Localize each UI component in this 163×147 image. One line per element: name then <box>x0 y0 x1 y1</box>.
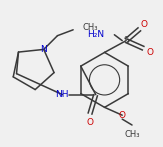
Text: S: S <box>123 36 129 45</box>
Text: O: O <box>119 111 126 120</box>
Text: CH₃: CH₃ <box>83 23 98 32</box>
Text: N: N <box>40 45 47 54</box>
Text: CH₃: CH₃ <box>124 130 140 139</box>
Text: H₂N: H₂N <box>87 30 104 39</box>
Text: O: O <box>146 48 153 57</box>
Text: O: O <box>140 20 147 29</box>
Text: NH: NH <box>56 90 69 99</box>
Text: O: O <box>86 118 93 127</box>
